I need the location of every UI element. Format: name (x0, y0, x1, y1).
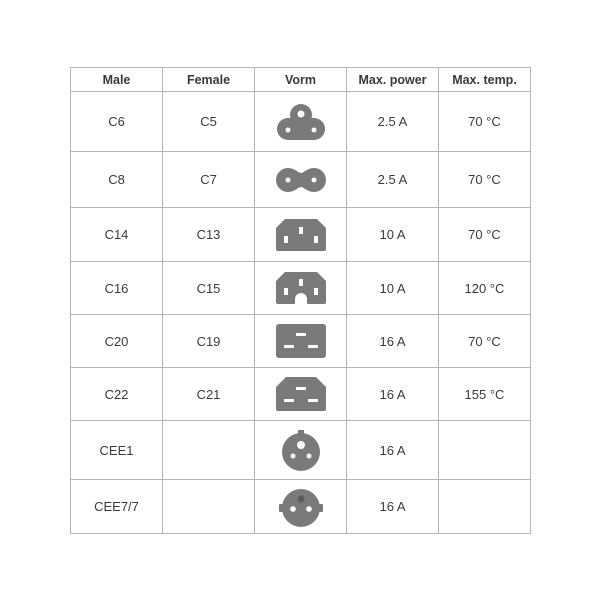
temp-cell: 70 °C (438, 91, 531, 152)
female-cell: C19 (162, 314, 255, 368)
table-row: C6 C5 2.5 A 70 °C (70, 91, 531, 152)
female-cell: C5 (162, 91, 255, 152)
shape-cell (254, 479, 347, 534)
c13-connector-icon (275, 218, 326, 251)
female-cell: C7 (162, 151, 255, 208)
table-row: C20 C19 16 A 70 °C (70, 314, 531, 368)
table-row: C14 C13 10 A 70 °C (70, 207, 531, 262)
c15-connector-icon (275, 272, 326, 304)
power-cell: 10 A (346, 261, 439, 315)
header-male: Male (70, 67, 163, 92)
female-cell: C15 (162, 261, 255, 315)
cee1-plug-icon (281, 430, 320, 471)
shape-cell (254, 91, 347, 152)
table-row: C8 C7 2.5 A 70 °C (70, 151, 531, 208)
power-cell: 2.5 A (346, 91, 439, 152)
male-cell: C16 (70, 261, 163, 315)
c19-connector-icon (275, 324, 326, 358)
male-cell: C20 (70, 314, 163, 368)
male-cell: C6 (70, 91, 163, 152)
female-cell (162, 420, 255, 480)
temp-cell (438, 420, 531, 480)
header-max-temp: Max. temp. (438, 67, 531, 92)
temp-cell (438, 479, 531, 534)
shape-cell (254, 367, 347, 421)
table-row: CEE7/7 16 A (70, 479, 531, 534)
male-cell: C14 (70, 207, 163, 262)
male-cell: CEE7/7 (70, 479, 163, 534)
table-row: CEE1 16 A (70, 420, 531, 480)
female-cell: C13 (162, 207, 255, 262)
header-row: Male Female Vorm Max. power Max. temp. (70, 67, 531, 92)
male-cell: C22 (70, 367, 163, 421)
female-cell: C21 (162, 367, 255, 421)
header-shape: Vorm (254, 67, 347, 92)
shape-cell (254, 151, 347, 208)
power-cell: 16 A (346, 367, 439, 421)
connector-table: Male Female Vorm Max. power Max. temp. C… (70, 67, 531, 534)
power-cell: 16 A (346, 479, 439, 534)
temp-cell: 155 °C (438, 367, 531, 421)
shape-cell (254, 420, 347, 480)
male-cell: CEE1 (70, 420, 163, 480)
power-cell: 2.5 A (346, 151, 439, 208)
temp-cell: 120 °C (438, 261, 531, 315)
temp-cell: 70 °C (438, 207, 531, 262)
shape-cell (254, 314, 347, 368)
table-row: C22 C21 16 A 155 °C (70, 367, 531, 421)
female-cell (162, 479, 255, 534)
temp-cell: 70 °C (438, 151, 531, 208)
c7-figure-eight-icon (275, 167, 326, 192)
header-max-power: Max. power (346, 67, 439, 92)
table-row: C16 C15 10 A 120 °C (70, 261, 531, 315)
cee7-schuko-icon (278, 488, 323, 527)
power-cell: 16 A (346, 420, 439, 480)
power-cell: 10 A (346, 207, 439, 262)
c21-connector-icon (275, 377, 326, 411)
temp-cell: 70 °C (438, 314, 531, 368)
male-cell: C8 (70, 151, 163, 208)
power-cell: 16 A (346, 314, 439, 368)
c5-cloverleaf-icon (276, 103, 325, 140)
header-female: Female (162, 67, 255, 92)
shape-cell (254, 207, 347, 262)
shape-cell (254, 261, 347, 315)
